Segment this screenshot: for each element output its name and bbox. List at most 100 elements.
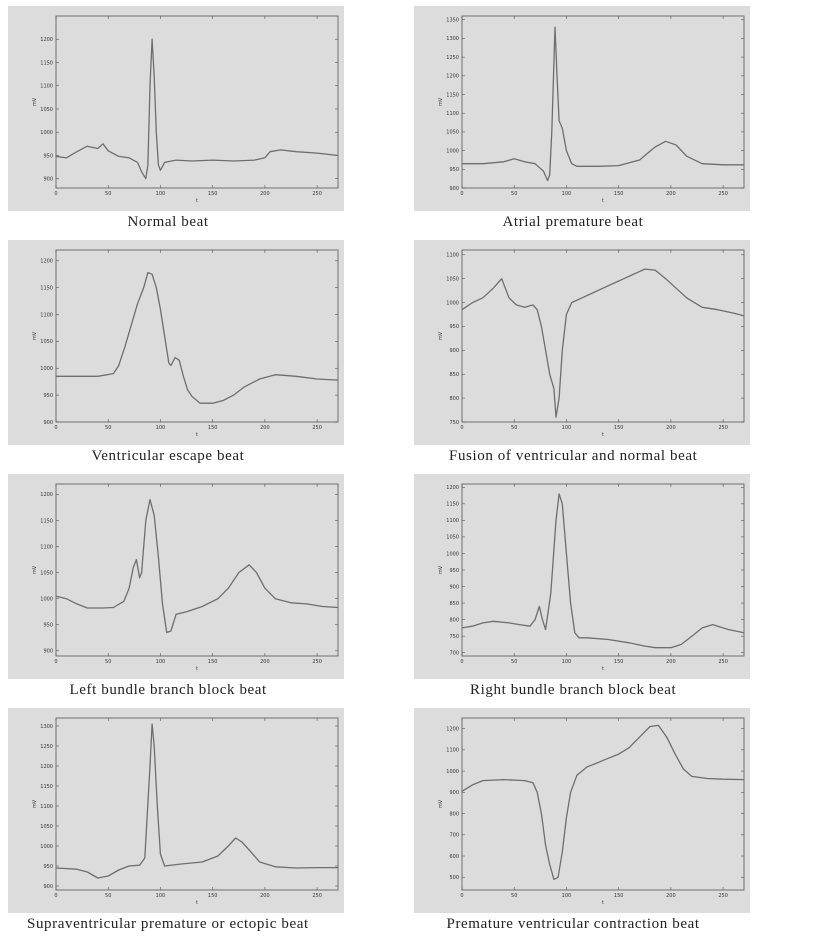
y-tick-label: 1100 (446, 253, 459, 259)
axes-frame (55, 483, 339, 657)
x-tick-label: 250 (312, 191, 322, 197)
y-tick-label: 1050 (40, 339, 53, 345)
beat-caption: Normal beat (127, 214, 209, 230)
x-tick-label: 250 (718, 425, 728, 431)
beat-panel: 0 50 100 150 200 250 900 950 1000 1050 1100 1150 120… (8, 474, 408, 712)
x-tick-label: 100 (156, 425, 166, 431)
axes-frame (55, 249, 339, 423)
y-tick-label: 1200 (40, 37, 53, 43)
y-tick-label: 1250 (40, 744, 53, 750)
x-tick-label: 100 (156, 191, 166, 197)
x-tick-label: 200 (666, 425, 676, 431)
axes-frame (55, 717, 339, 891)
y-tick-label: 900 (449, 584, 459, 590)
beat-panel: 0 50 100 150 200 250 900 950 1000 1050 1100 1150 120… (414, 6, 814, 244)
y-tick-label: 1200 (40, 764, 53, 770)
plot-area: 0 50 100 150 200 250 500 600 700 800 900 1000 1100 12… (414, 708, 750, 913)
y-tick-label: 1050 (446, 535, 459, 541)
y-tick-label: 1100 (446, 748, 459, 754)
y-tick-label: 700 (449, 650, 459, 656)
x-tick-label: 150 (208, 659, 218, 665)
x-tick-label: 0 (460, 659, 463, 665)
y-tick-label: 850 (449, 601, 459, 607)
x-axis-label: t (602, 432, 604, 438)
x-tick-label: 150 (614, 191, 624, 197)
x-axis-label: t (196, 198, 198, 204)
y-tick-label: 750 (449, 420, 459, 426)
ecg-waveform-line (461, 493, 745, 649)
x-tick-label: 50 (105, 191, 111, 197)
ecg-waveform-line (462, 26, 744, 182)
y-tick-label: 1250 (446, 55, 459, 61)
ecg-chart: 0 50 100 150 200 250 500 600 700 800 900 1000 1100 12… (438, 717, 745, 906)
x-tick-label: 50 (511, 893, 517, 899)
x-tick-label: 100 (562, 425, 572, 431)
x-tick-label: 150 (614, 425, 624, 431)
y-tick-label: 750 (449, 634, 459, 640)
x-axis-label: t (602, 198, 604, 204)
plot-area: 0 50 100 150 200 250 900 950 1000 1050 1100 1150 120… (8, 240, 344, 445)
beat-panel: 0 50 100 150 200 250 900 950 1000 1050 1100 1150 120… (8, 240, 408, 478)
ecg-chart: 0 50 100 150 200 250 900 950 1000 1050 1100 1150 120… (32, 15, 339, 204)
y-tick-label: 1100 (40, 804, 53, 810)
y-tick-label: 1150 (40, 784, 53, 790)
y-tick-label: 950 (43, 864, 53, 870)
x-tick-label: 200 (260, 893, 270, 899)
y-tick-label: 1350 (446, 18, 459, 24)
x-tick-label: 200 (666, 659, 676, 665)
x-tick-label: 0 (54, 659, 57, 665)
y-tick-label: 1050 (40, 107, 53, 113)
ecg-chart: 0 50 100 150 200 250 900 950 1000 1050 1100 1150 120… (438, 15, 745, 204)
y-tick-label: 1300 (446, 36, 459, 42)
x-tick-label: 50 (105, 425, 111, 431)
axes-frame (461, 717, 745, 891)
y-tick-label: 1000 (40, 366, 53, 372)
x-tick-label: 0 (460, 191, 463, 197)
y-axis-label: mV (32, 565, 38, 574)
x-tick-label: 0 (54, 425, 57, 431)
y-tick-label: 900 (449, 186, 459, 192)
x-axis-label: t (196, 432, 198, 438)
ecg-waveform-line (461, 724, 745, 881)
y-axis-label: mV (438, 799, 444, 808)
y-tick-label: 1050 (40, 570, 53, 576)
y-tick-label: 1300 (40, 724, 53, 730)
y-tick-label: 950 (43, 393, 53, 399)
axes-frame (55, 15, 339, 189)
x-tick-label: 250 (718, 659, 728, 665)
y-axis-label: mV (32, 799, 38, 808)
y-tick-label: 1050 (40, 824, 53, 830)
x-axis-label: t (196, 666, 198, 672)
x-tick-label: 200 (666, 191, 676, 197)
y-tick-label: 600 (449, 854, 459, 860)
y-tick-label: 1000 (446, 300, 459, 306)
y-tick-label: 800 (449, 811, 459, 817)
x-tick-label: 250 (312, 425, 322, 431)
y-tick-label: 900 (43, 884, 53, 890)
y-axis-label: mV (438, 97, 444, 106)
x-tick-label: 150 (208, 425, 218, 431)
beat-caption: Right bundle branch block beat (470, 682, 677, 698)
y-tick-label: 1000 (446, 769, 459, 775)
ecg-chart: 0 50 100 150 200 250 900 950 1000 1050 1100 1150 120… (32, 483, 339, 672)
y-tick-label: 800 (449, 396, 459, 402)
plot-area: 0 50 100 150 200 250 900 950 1000 1050 1100 1150 120… (8, 474, 344, 679)
y-tick-label: 800 (449, 617, 459, 623)
y-tick-label: 1100 (40, 544, 53, 550)
y-axis-label: mV (32, 97, 38, 106)
y-tick-label: 1150 (446, 92, 459, 98)
axes-frame (461, 483, 745, 657)
y-tick-label: 950 (43, 623, 53, 629)
x-tick-label: 0 (54, 191, 57, 197)
x-tick-label: 100 (562, 191, 572, 197)
ecg-waveform-line (55, 498, 339, 634)
y-axis-label: mV (438, 565, 444, 574)
y-tick-label: 1150 (40, 518, 53, 524)
x-tick-label: 100 (562, 659, 572, 665)
plot-area: 0 50 100 150 200 250 750 800 850 900 950 1000 1050 11… (414, 240, 750, 445)
ecg-chart: 0 50 100 150 200 250 900 950 1000 1050 1100 1150 120… (32, 249, 339, 438)
y-tick-label: 1000 (40, 844, 53, 850)
beat-panel: 0 50 100 150 200 250 750 800 850 900 950 1000 1050 11… (414, 240, 814, 478)
y-tick-label: 1050 (446, 130, 459, 136)
x-tick-label: 250 (718, 893, 728, 899)
